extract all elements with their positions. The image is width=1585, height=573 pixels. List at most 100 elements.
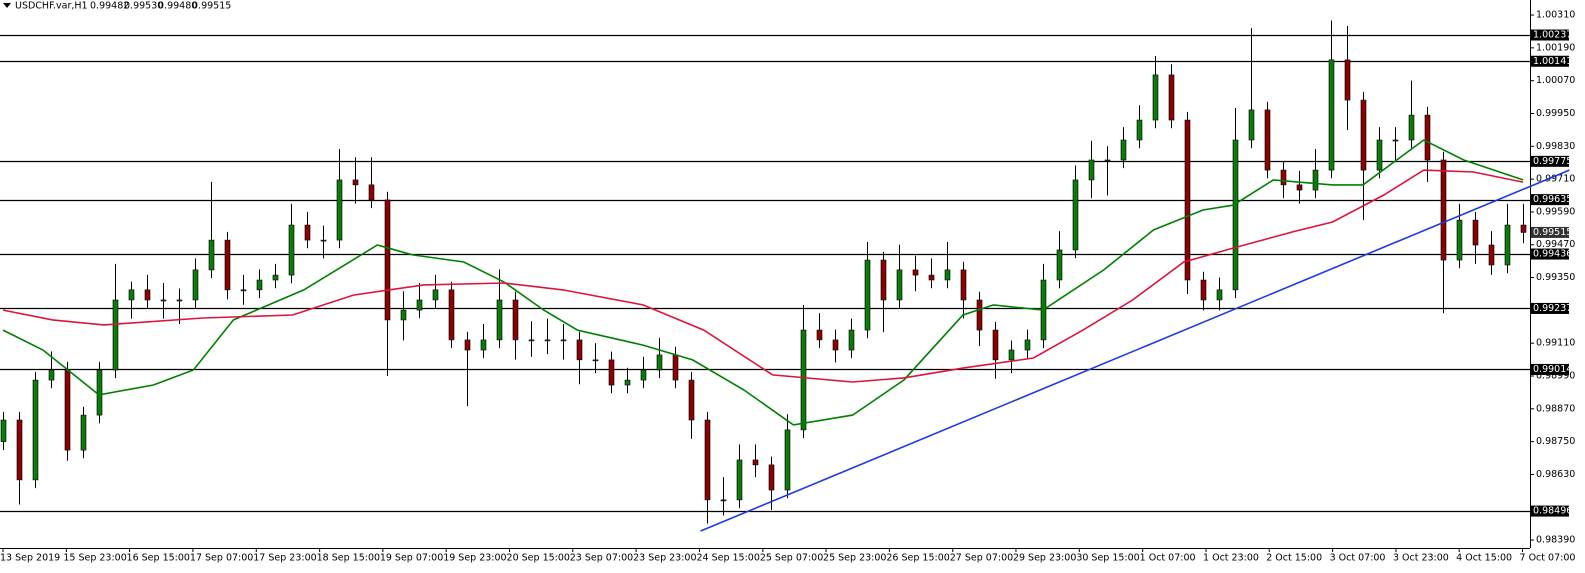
x-tick-label: 1 Oct 07:00	[1140, 553, 1196, 564]
level-label-box	[1531, 155, 1569, 167]
candle-body	[640, 369, 647, 381]
candle-body	[608, 359, 615, 386]
candle-body	[1456, 219, 1463, 261]
indicator-line	[2, 139, 1524, 426]
x-tick-label: 4 Oct 15:00	[1456, 553, 1512, 564]
candle-body	[880, 259, 887, 301]
candle-body	[976, 299, 983, 331]
candle-body	[1008, 349, 1015, 361]
candle-body	[592, 359, 599, 362]
candle-body	[288, 224, 295, 276]
candle-body	[16, 419, 23, 481]
level-label-box	[1531, 194, 1569, 206]
y-tick-label: 0.98990	[1536, 370, 1575, 381]
candle-body	[1408, 114, 1415, 141]
x-tick-label: 29 Sep 23:00	[1013, 553, 1076, 564]
candle-body	[1072, 179, 1079, 251]
candle-body	[240, 289, 247, 292]
x-tick-label: 26 Sep 15:00	[886, 553, 949, 564]
y-tick-label: 1.00310	[1536, 10, 1575, 21]
level-label-box	[1531, 505, 1569, 517]
x-tick-label: 23 Sep 23:00	[633, 553, 696, 564]
x-tick-label: 27 Sep 07:00	[950, 553, 1013, 564]
y-tick-label: 0.99350	[1536, 272, 1575, 283]
current-price-label-box	[1531, 226, 1569, 238]
x-tick-label: 24 Sep 15:00	[696, 553, 759, 564]
header-quote: 0.99530	[124, 1, 163, 12]
x-tick-label: 23 Sep 07:00	[570, 553, 633, 564]
candle-body	[928, 274, 935, 281]
candle-body	[960, 269, 967, 301]
candle-body	[1232, 139, 1239, 291]
candle-body	[1504, 224, 1511, 266]
y-tick-label: 0.98870	[1536, 403, 1575, 414]
y-tick-label: 0.99590	[1536, 206, 1575, 217]
candle-body	[1344, 59, 1351, 101]
x-tick-label: 18 Sep 15:00	[317, 553, 380, 564]
candle-body	[400, 309, 407, 321]
candle-body	[1328, 59, 1335, 171]
x-tick-label: 15 Sep 23:00	[63, 553, 126, 564]
candle-body	[816, 329, 823, 341]
candle-body	[1184, 119, 1191, 281]
candle-body	[1056, 249, 1063, 281]
candle-body	[1376, 139, 1383, 171]
x-tick-label: 1 Oct 23:00	[1203, 553, 1259, 564]
candle-body	[192, 269, 199, 301]
candle-body	[992, 329, 999, 361]
candle-body	[1296, 184, 1303, 191]
candle-body	[272, 274, 279, 281]
candle-body	[688, 379, 695, 421]
x-tick-label: 25 Sep 07:00	[760, 553, 823, 564]
candle-body	[528, 339, 535, 342]
candle-body	[1360, 99, 1367, 171]
candle-body	[752, 459, 759, 466]
indicator-line	[700, 169, 1570, 532]
y-tick-label: 0.99110	[1536, 338, 1575, 349]
candle-body	[160, 299, 167, 302]
chart-title: USDCHF.var,H1	[15, 1, 88, 12]
menu-arrow[interactable]	[3, 3, 11, 8]
candle-body	[1104, 159, 1111, 162]
y-tick-label: 0.99950	[1536, 108, 1575, 119]
candle-body	[624, 379, 631, 386]
candle-body	[1120, 139, 1127, 161]
current-price-label: 0.99515	[1533, 227, 1572, 238]
candle-body	[944, 269, 951, 281]
candle-body	[784, 429, 791, 491]
candle-body	[1440, 159, 1447, 261]
level-label: 0.99775	[1533, 156, 1572, 167]
candle-body	[1024, 339, 1031, 351]
candle-body	[544, 339, 551, 342]
header-quote: 0.99482	[90, 1, 129, 12]
candle-body	[352, 179, 359, 186]
level-label-box	[1531, 29, 1569, 41]
y-tick-label: 0.99470	[1536, 239, 1575, 250]
candle-body	[864, 259, 871, 331]
candle-body	[1136, 119, 1143, 141]
level-label: 0.99237	[1533, 303, 1572, 314]
candle-body	[1248, 109, 1255, 141]
candle-body	[1088, 159, 1095, 181]
candle-body	[224, 239, 231, 291]
candle-body	[576, 339, 583, 361]
level-label: 0.99635	[1533, 194, 1572, 205]
candle-body	[256, 279, 263, 291]
candle-body	[1280, 169, 1287, 186]
y-tick-label: 1.00190	[1536, 42, 1575, 53]
level-label: 1.00141	[1533, 56, 1572, 67]
candle-body	[32, 379, 39, 481]
candle-body	[96, 369, 103, 416]
candle-body	[1472, 219, 1479, 246]
candle-body	[656, 354, 663, 371]
candle-body	[416, 299, 423, 311]
candle-body	[208, 239, 215, 271]
candle-body	[48, 369, 55, 381]
x-tick-label: 17 Sep 23:00	[253, 553, 316, 564]
level-label: 1.00237	[1533, 30, 1572, 41]
candle-body	[432, 289, 439, 301]
header-quote: 0.99480	[158, 1, 197, 12]
x-tick-label: 19 Sep 23:00	[443, 553, 506, 564]
candle-body	[1520, 224, 1527, 233]
